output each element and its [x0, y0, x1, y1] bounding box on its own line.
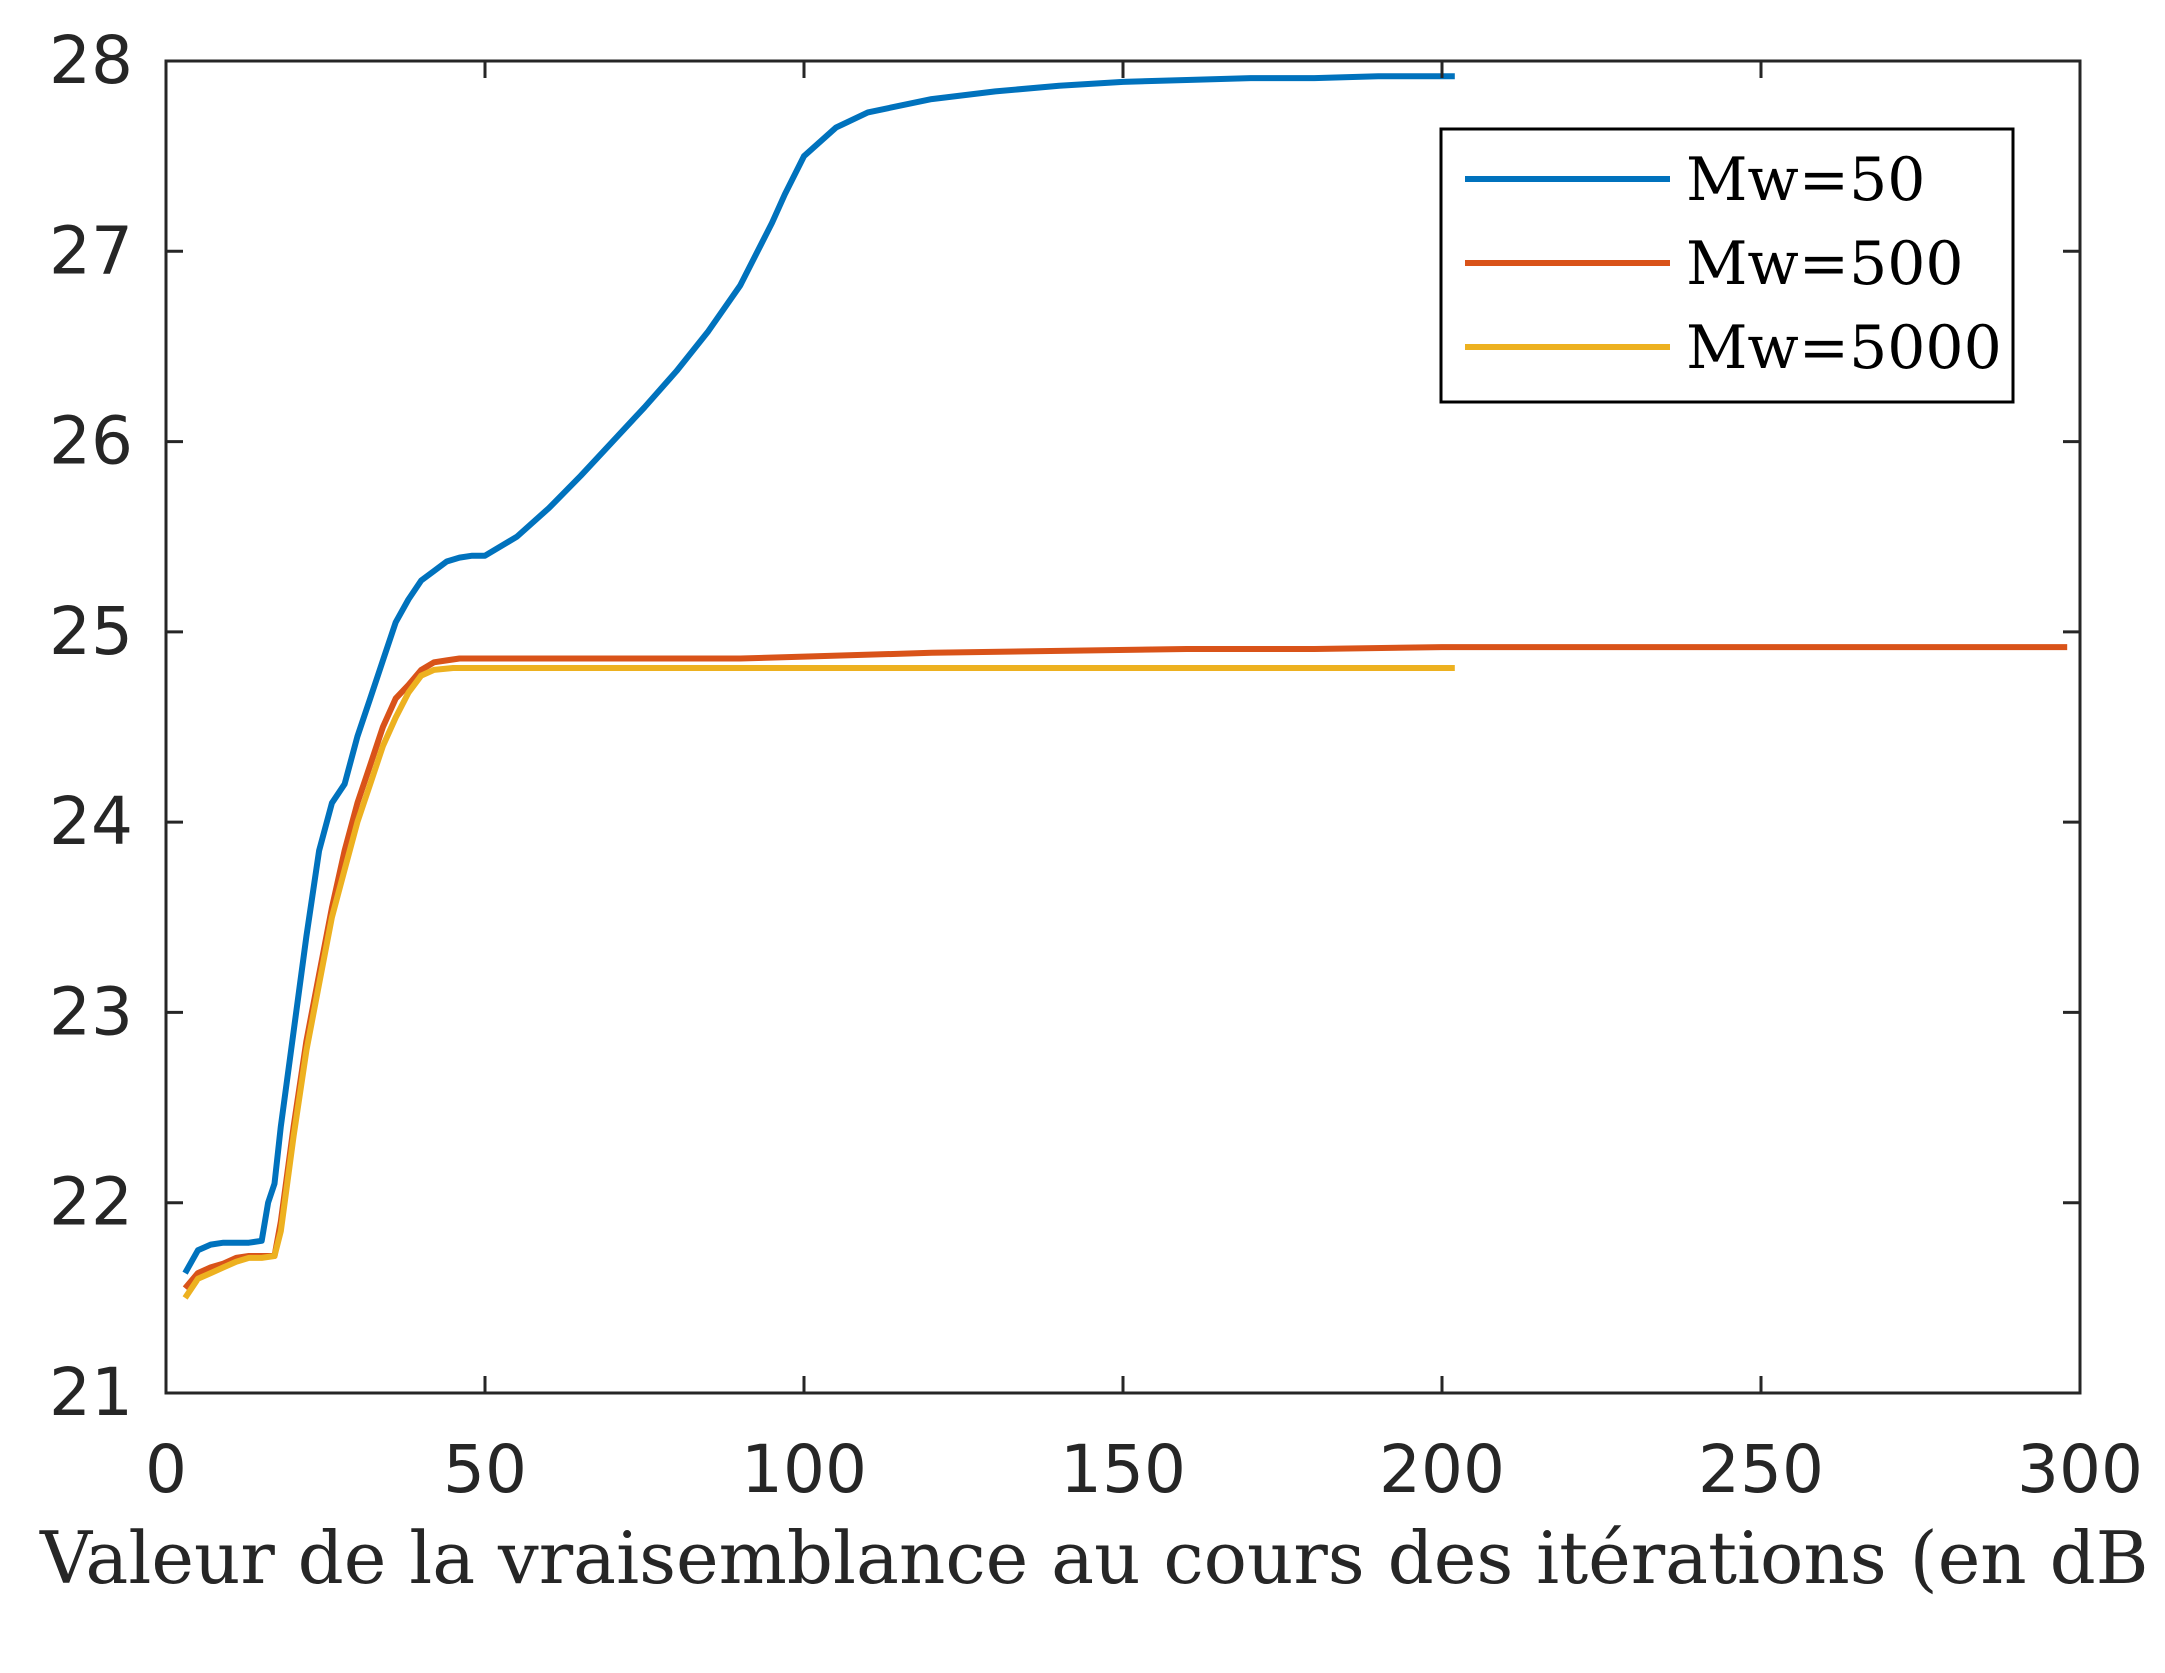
x-tick-label: 50 [443, 1431, 527, 1508]
series-layer [182, 73, 2068, 1300]
y-tick-label: 28 [49, 22, 133, 99]
x-tick-label: 250 [1698, 1431, 1824, 1508]
legend-label: Mw=50 [1686, 145, 1925, 215]
y-tick-label: 22 [49, 1164, 133, 1241]
x-tick-label: 150 [1060, 1431, 1186, 1508]
series-line-3 [182, 665, 1455, 1300]
y-tick-label: 25 [49, 593, 133, 670]
y-tick-label: 21 [49, 1354, 133, 1431]
x-axis-title: Valeur de la vraisemblance au cours des … [39, 1516, 2149, 1600]
series-line-1 [182, 73, 1455, 1275]
y-tick-label: 23 [49, 973, 133, 1050]
x-tick-label: 0 [145, 1431, 187, 1508]
x-tick-label: 100 [741, 1431, 867, 1508]
legend-label: Mw=5000 [1686, 313, 2002, 383]
ticks-layer: 0 50 100 150 200 250 300 21 22 23 24 25 26 27 28 [49, 22, 2143, 1508]
y-tick-label: 27 [49, 212, 133, 289]
x-tick-label: 200 [1379, 1431, 1505, 1508]
y-tick-label: 26 [49, 403, 133, 480]
legend-label: Mw=500 [1686, 229, 1964, 299]
x-tick-label: 300 [2017, 1431, 2143, 1508]
legend: Mw=50 Mw=500 Mw=5000 [1439, 127, 2015, 404]
y-tick-label: 24 [49, 783, 133, 860]
